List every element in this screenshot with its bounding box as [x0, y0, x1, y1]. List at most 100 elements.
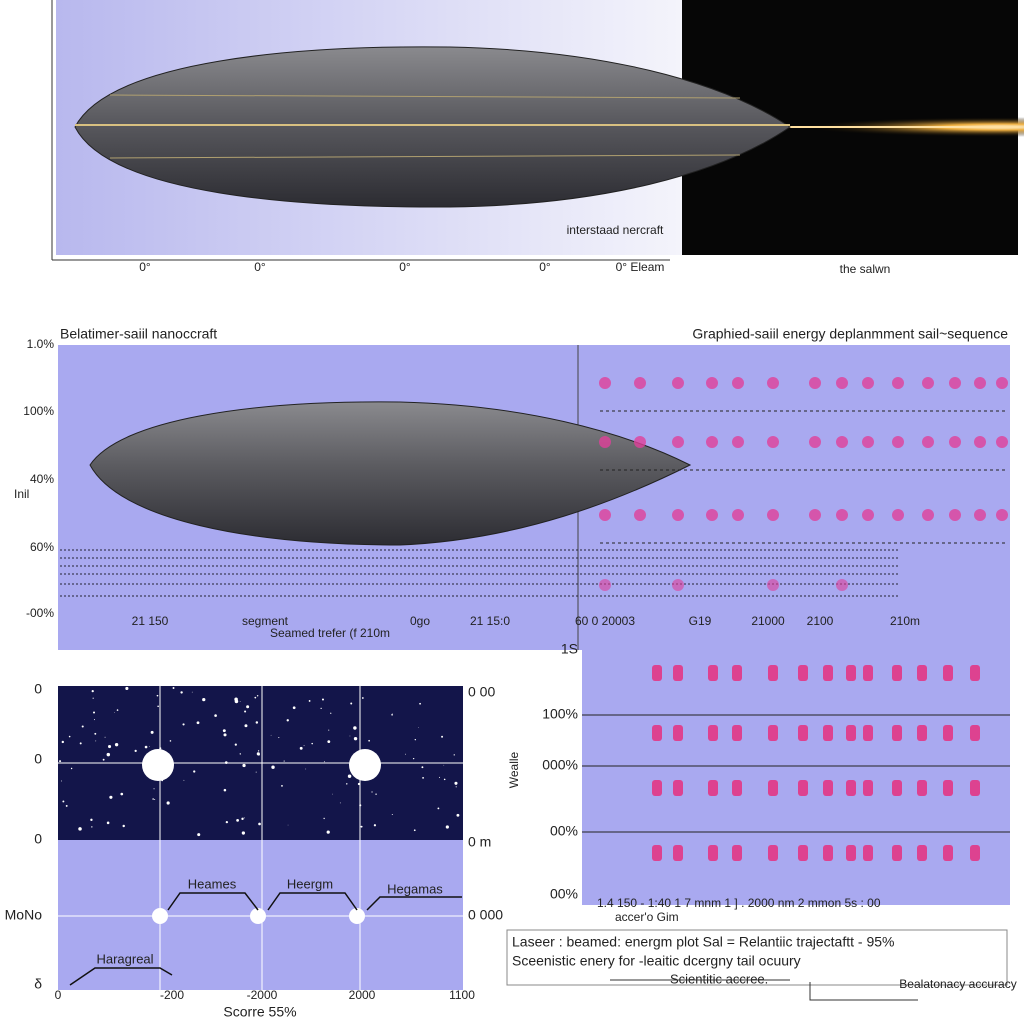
star: [241, 817, 244, 821]
marker: [846, 725, 856, 741]
star: [347, 774, 352, 778]
planet: [142, 749, 174, 781]
star: [287, 824, 289, 826]
star: [78, 827, 82, 831]
x-axis-title: Scorre 55%: [223, 1004, 296, 1020]
star: [68, 735, 71, 738]
star: [346, 783, 348, 785]
star: [373, 824, 377, 827]
star: [241, 831, 245, 835]
star: [286, 719, 289, 722]
y-tick-label: 0: [34, 831, 42, 847]
marker: [732, 780, 742, 796]
marker: [892, 377, 904, 389]
marker: [949, 436, 961, 448]
marker: [862, 436, 874, 448]
hull-stripe: [109, 94, 741, 99]
y-tick-label: 0 000: [468, 907, 503, 923]
panel-title: Belatimer-saiil nanoccraft: [60, 326, 217, 342]
step-label: Heames: [188, 876, 237, 891]
star: [412, 757, 415, 760]
marker: [836, 579, 848, 591]
star: [242, 763, 246, 768]
marker: [732, 665, 742, 681]
star: [102, 758, 105, 761]
star: [61, 780, 62, 782]
marker: [809, 509, 821, 521]
marker: [732, 845, 742, 861]
y-axis-title: Wealle: [507, 751, 521, 788]
x-tick-label: -200: [160, 988, 184, 1002]
star: [443, 764, 445, 766]
star: [455, 786, 457, 788]
marker: [949, 377, 961, 389]
x-tick-label: 60 0 20003: [575, 614, 635, 628]
marker: [599, 377, 611, 389]
marker: [708, 665, 718, 681]
y-tick-label: -00%: [26, 606, 54, 620]
marker: [809, 377, 821, 389]
marker: [599, 509, 611, 521]
star: [256, 695, 259, 697]
y-tick-label: 0: [34, 681, 42, 697]
star: [95, 740, 97, 742]
marker: [863, 845, 873, 861]
x-tick-label: 0°: [139, 260, 151, 274]
marker: [706, 436, 718, 448]
marker: [672, 509, 684, 521]
marker: [652, 665, 662, 681]
marker: [892, 436, 904, 448]
y-tick-label: 1.0%: [27, 337, 55, 351]
marker: [922, 509, 934, 521]
marker: [836, 436, 848, 448]
star: [90, 818, 93, 822]
marker: [673, 845, 683, 861]
marker: [823, 780, 833, 796]
node: [349, 908, 365, 924]
marker: [672, 579, 684, 591]
legend-box: [506, 929, 1008, 986]
star: [456, 813, 460, 817]
star: [391, 813, 393, 816]
step-line: [69, 892, 462, 986]
legend-line: Scientitic accree.: [670, 971, 768, 986]
marker: [732, 725, 742, 741]
marker: [863, 725, 873, 741]
marker: [708, 780, 718, 796]
star: [116, 709, 119, 711]
star: [104, 736, 106, 738]
star: [59, 760, 62, 763]
marker: [767, 377, 779, 389]
star: [292, 706, 296, 710]
y-tick-label: 00%: [550, 823, 578, 839]
marker: [634, 377, 646, 389]
marker: [706, 377, 718, 389]
y-tick-label: 0 00: [468, 684, 495, 700]
arrow: [809, 982, 918, 1001]
x-tick-label: 2000: [349, 988, 376, 1002]
star: [413, 829, 416, 832]
panel-title: Graphied-saiil energy deplanmment sail~s…: [692, 326, 1008, 342]
marker: [892, 845, 902, 861]
star: [405, 753, 406, 755]
x-tick-label: 210m: [890, 614, 920, 628]
marker: [892, 509, 904, 521]
marker: [634, 509, 646, 521]
star: [244, 724, 248, 728]
star: [281, 784, 283, 787]
star: [223, 733, 227, 737]
star: [120, 792, 124, 796]
star: [114, 712, 115, 713]
hull-stripe: [109, 154, 741, 159]
star: [234, 743, 237, 746]
marker: [836, 377, 848, 389]
star: [453, 754, 455, 756]
y-tick-label: 0 m: [468, 834, 491, 850]
y-tick-label: 1S: [561, 641, 578, 657]
y-tick-label: δ: [34, 976, 42, 992]
star: [223, 788, 227, 792]
x-tick-label: -2000: [247, 988, 278, 1002]
marker: [708, 845, 718, 861]
marker: [823, 665, 833, 681]
marker: [673, 780, 683, 796]
